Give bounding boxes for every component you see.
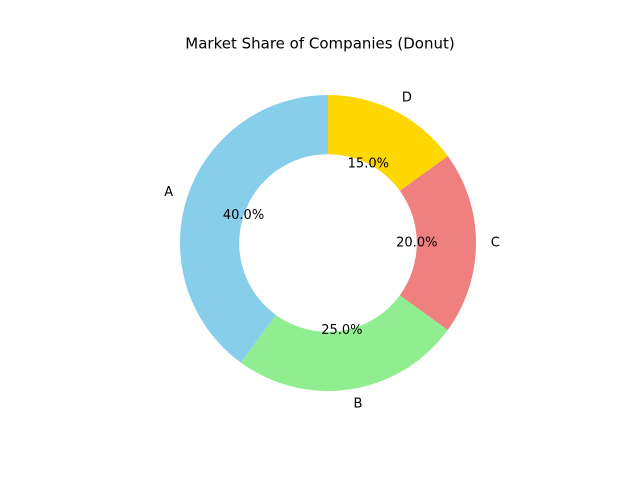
wedge [399,156,477,330]
category-label: C [491,236,500,251]
chart-title: Market Share of Companies (Donut) [185,35,454,53]
category-label: D [402,90,412,105]
value-label: 25.0% [321,323,362,338]
value-label: 15.0% [348,156,389,171]
category-label: A [164,185,173,200]
value-label: 20.0% [396,236,437,251]
wedge [179,95,328,363]
category-label: B [353,396,362,411]
wedge [241,295,448,392]
wedge [328,95,448,191]
value-label: 40.0% [223,208,264,223]
